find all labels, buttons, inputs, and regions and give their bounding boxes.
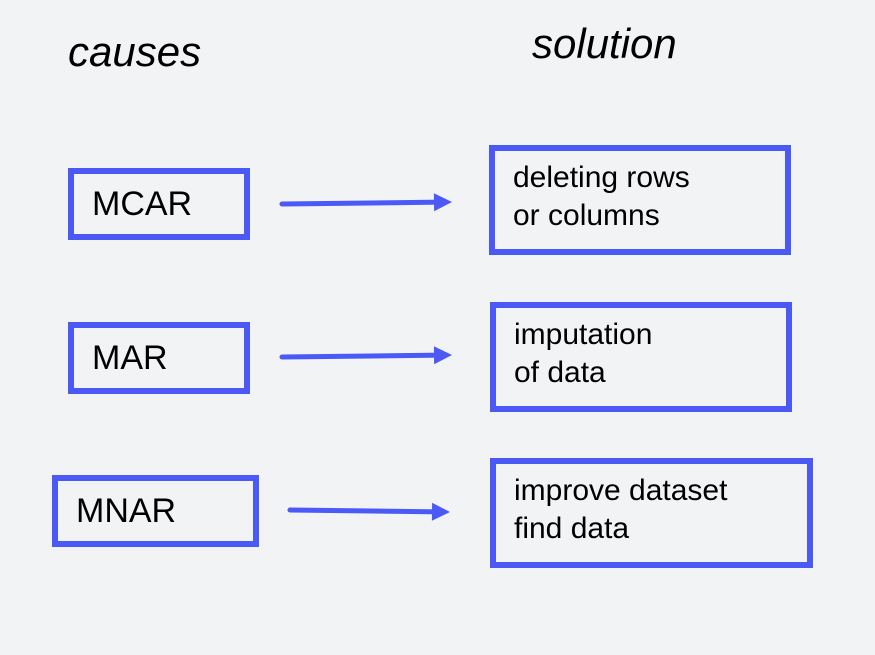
solution-box-mcar: deleting rows or columns bbox=[489, 145, 791, 255]
cause-label-mnar: MNAR bbox=[76, 492, 176, 531]
arrow-mcar bbox=[278, 182, 476, 222]
cause-label-mar: MAR bbox=[92, 339, 168, 378]
cause-box-mar: MAR bbox=[68, 322, 250, 394]
solution-text-mcar: deleting rows or columns bbox=[513, 159, 690, 235]
solution-text-mnar: improve dataset find data bbox=[514, 472, 727, 548]
solution-box-mnar: improve dataset find data bbox=[490, 458, 813, 568]
header-solution-text: solution bbox=[532, 20, 677, 67]
cause-label-mcar: MCAR bbox=[92, 185, 192, 224]
header-solution: solution bbox=[532, 20, 677, 68]
solution-line1-mcar: deleting rows bbox=[513, 159, 690, 197]
cause-box-mcar: MCAR bbox=[68, 168, 250, 240]
solution-box-mar: imputation of data bbox=[490, 302, 792, 412]
solution-line1-mar: imputation bbox=[514, 316, 652, 354]
cause-box-mnar: MNAR bbox=[52, 475, 259, 547]
solution-line2-mnar: find data bbox=[514, 510, 727, 548]
solution-line2-mar: of data bbox=[514, 354, 652, 392]
arrow-mar bbox=[278, 335, 476, 375]
solution-line2-mcar: or columns bbox=[513, 197, 690, 235]
arrow-mnar bbox=[286, 490, 474, 530]
solution-text-mar: imputation of data bbox=[514, 316, 652, 392]
solution-line1-mnar: improve dataset bbox=[514, 472, 727, 510]
header-causes-text: causes bbox=[68, 28, 201, 75]
header-causes: causes bbox=[68, 28, 201, 76]
diagram-canvas: causes solution MCAR deleting rows or co… bbox=[0, 0, 875, 655]
